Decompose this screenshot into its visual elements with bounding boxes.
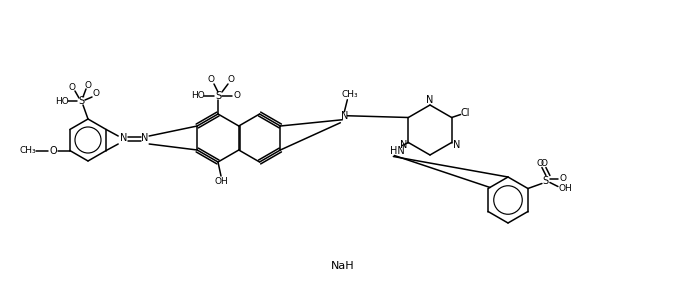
Text: OH: OH [558, 184, 572, 193]
Text: O: O [93, 90, 99, 98]
Text: Cl: Cl [461, 107, 471, 118]
Text: O: O [541, 159, 547, 168]
Text: O: O [228, 75, 235, 84]
Text: OH: OH [214, 177, 228, 185]
Text: O: O [207, 75, 215, 84]
Text: N: N [426, 95, 434, 105]
Text: O: O [84, 82, 91, 90]
Text: HN: HN [390, 147, 405, 156]
Text: N: N [141, 133, 149, 143]
Text: S: S [78, 96, 84, 106]
Text: O: O [233, 92, 241, 101]
Text: N: N [341, 111, 348, 121]
Text: CH₃: CH₃ [19, 146, 36, 155]
Text: HO: HO [55, 96, 69, 105]
Text: N: N [121, 133, 128, 143]
Text: N: N [400, 139, 407, 149]
Text: S: S [543, 175, 549, 185]
Text: HO: HO [191, 92, 205, 101]
Text: NaH: NaH [331, 261, 355, 271]
Text: CH₃: CH₃ [341, 90, 357, 99]
Text: S: S [215, 91, 221, 101]
Text: N: N [453, 139, 460, 149]
Text: O: O [49, 145, 57, 156]
Text: O: O [69, 82, 75, 92]
Text: O: O [559, 174, 567, 183]
Text: O: O [536, 159, 543, 168]
